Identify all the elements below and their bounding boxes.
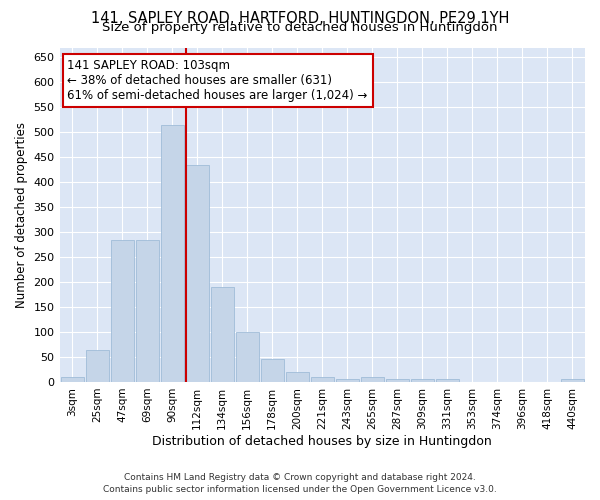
Y-axis label: Number of detached properties: Number of detached properties xyxy=(15,122,28,308)
X-axis label: Distribution of detached houses by size in Huntingdon: Distribution of detached houses by size … xyxy=(152,434,492,448)
Bar xyxy=(161,125,184,382)
Bar xyxy=(436,380,459,382)
Bar xyxy=(386,380,409,382)
Text: 141 SAPLEY ROAD: 103sqm
← 38% of detached houses are smaller (631)
61% of semi-d: 141 SAPLEY ROAD: 103sqm ← 38% of detache… xyxy=(67,59,368,102)
Text: 141, SAPLEY ROAD, HARTFORD, HUNTINGDON, PE29 1YH: 141, SAPLEY ROAD, HARTFORD, HUNTINGDON, … xyxy=(91,11,509,26)
Bar xyxy=(361,377,384,382)
Bar xyxy=(311,377,334,382)
Text: Size of property relative to detached houses in Huntingdon: Size of property relative to detached ho… xyxy=(102,22,498,35)
Bar xyxy=(86,350,109,382)
Bar xyxy=(185,165,209,382)
Bar xyxy=(61,377,83,382)
Bar xyxy=(236,332,259,382)
Bar xyxy=(336,380,359,382)
Bar xyxy=(136,240,158,382)
Bar xyxy=(411,380,434,382)
Bar xyxy=(261,360,284,382)
Text: Contains HM Land Registry data © Crown copyright and database right 2024.
Contai: Contains HM Land Registry data © Crown c… xyxy=(103,473,497,494)
Bar xyxy=(211,287,233,382)
Bar xyxy=(110,240,134,382)
Bar xyxy=(561,380,584,382)
Bar xyxy=(286,372,309,382)
